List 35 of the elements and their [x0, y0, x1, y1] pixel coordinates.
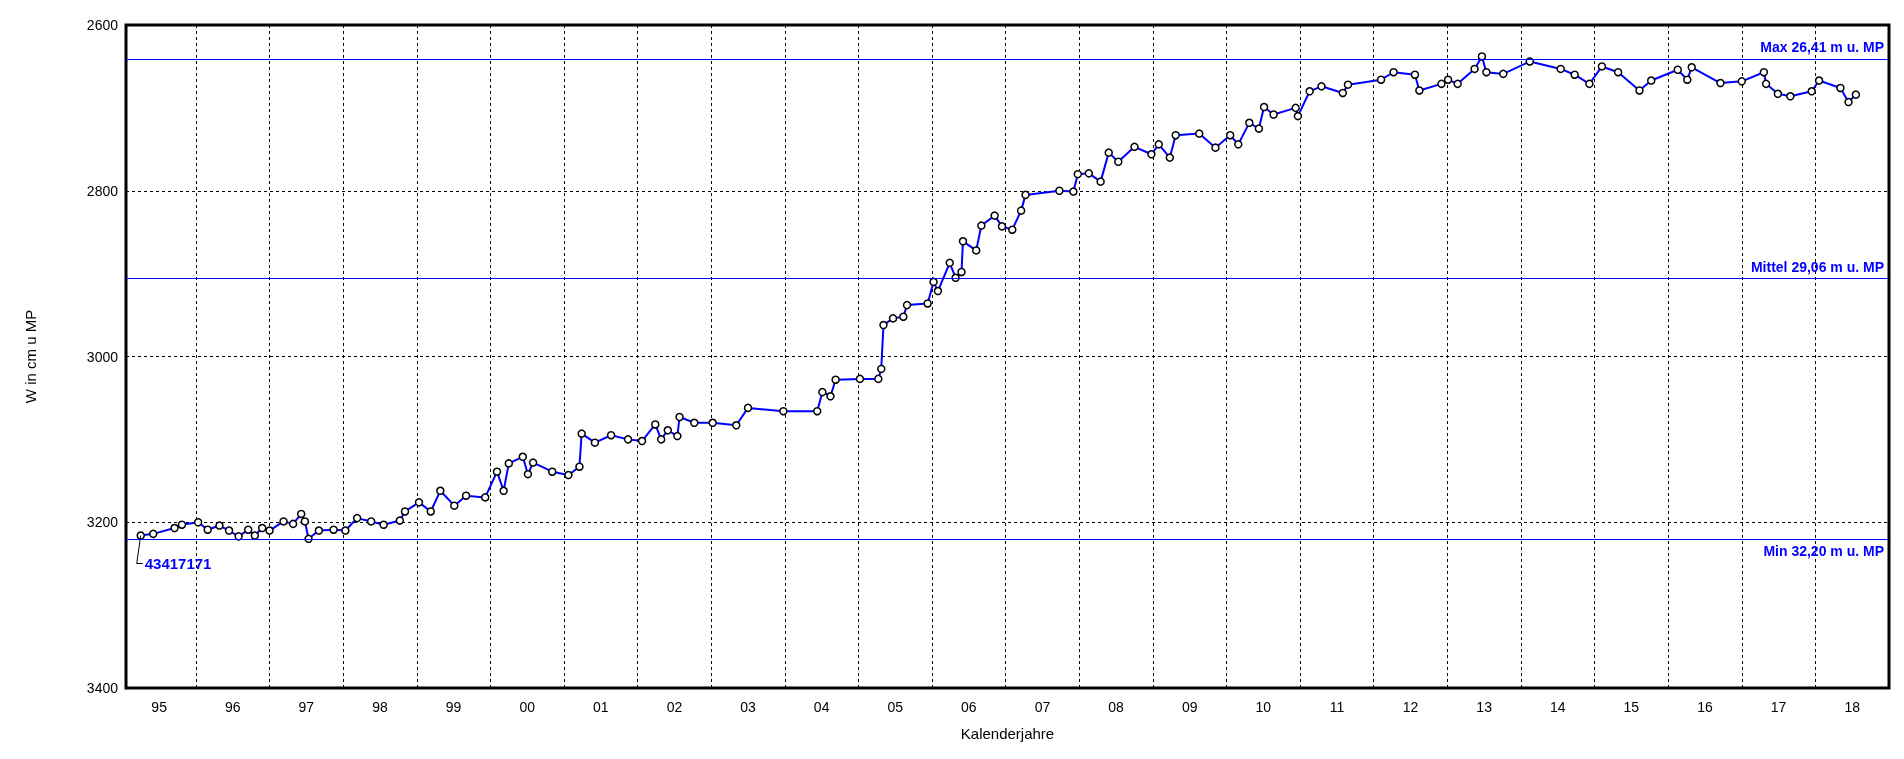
- x-tick-label: 96: [224, 699, 241, 715]
- x-tick-label: 14: [1549, 699, 1566, 715]
- x-tick-label: 16: [1697, 699, 1713, 715]
- x-tick-label: 10: [1255, 699, 1272, 715]
- x-tick-label: 18: [1844, 699, 1861, 715]
- x-tick-label: 11: [1329, 699, 1345, 715]
- x-tick-label: 13: [1476, 699, 1493, 715]
- ref-line-label: Mittel 29,06 m u. MP: [1750, 258, 1884, 275]
- annotation: 43417171: [144, 555, 212, 573]
- x-tick-label: 97: [298, 699, 315, 715]
- x-tick-label: 06: [961, 699, 977, 715]
- x-tick-label: 05: [887, 699, 904, 715]
- x-tick-label: 95: [151, 699, 168, 715]
- ref-line-label: Min 32,20 m u. MP: [1763, 542, 1884, 559]
- x-tick-label: 02: [666, 699, 683, 715]
- x-tick-label: 07: [1034, 699, 1051, 715]
- x-tick-label: 99: [445, 699, 462, 715]
- y-tick-label: 3000: [86, 348, 119, 365]
- x-tick-label: 04: [813, 699, 830, 715]
- ref-line-label: Max 26,41 m u. MP: [1760, 38, 1884, 55]
- x-tick-label: 15: [1623, 699, 1640, 715]
- x-tick-label: 08: [1108, 699, 1125, 715]
- x-axis-title: Kalenderjahre: [960, 725, 1055, 742]
- y-tick-label: 3400: [86, 680, 119, 696]
- x-tick-label: 03: [740, 699, 757, 715]
- y-tick-label: 3200: [86, 514, 119, 531]
- x-tick-label: 98: [372, 699, 388, 715]
- y-tick-label: 2600: [86, 17, 119, 33]
- x-tick-label: 00: [519, 699, 536, 715]
- x-tick-label: 17: [1770, 699, 1787, 715]
- x-tick-label: 12: [1402, 699, 1419, 715]
- y-tick-label: 2800: [86, 182, 119, 199]
- y-axis-title: W in cm u MP: [22, 309, 39, 404]
- x-tick-label: 01: [593, 699, 609, 715]
- x-tick-label: 09: [1181, 699, 1198, 715]
